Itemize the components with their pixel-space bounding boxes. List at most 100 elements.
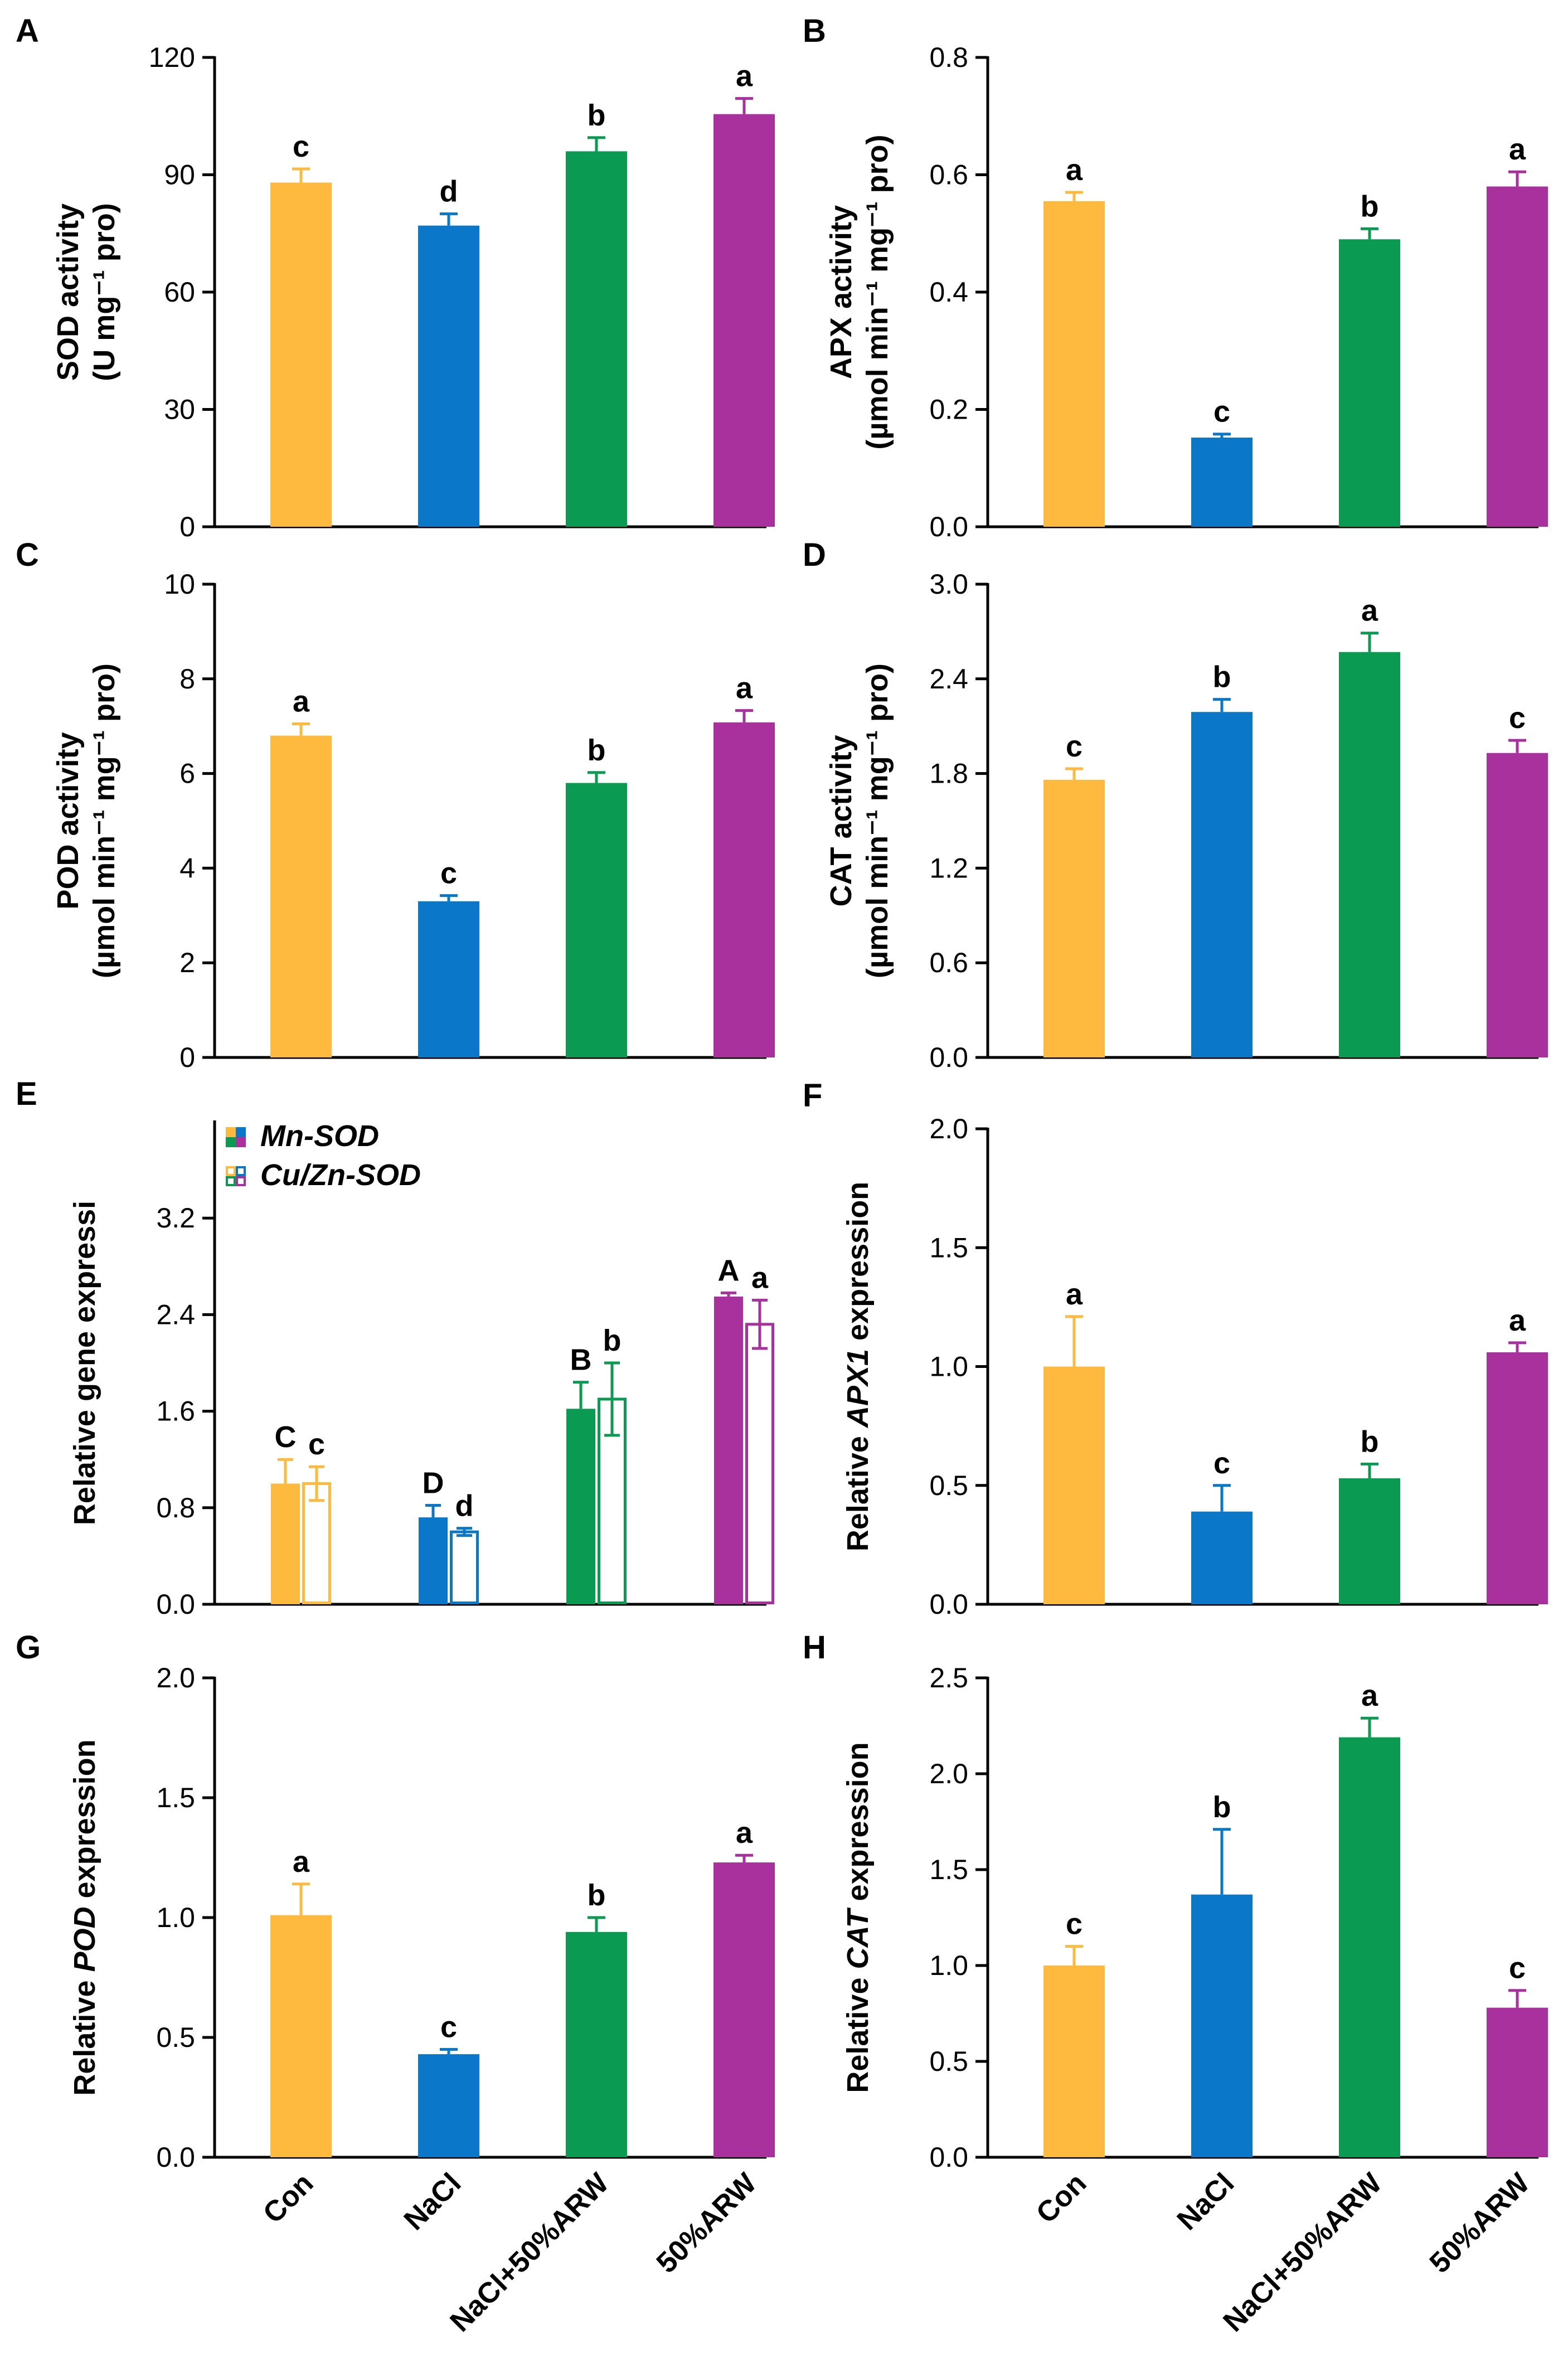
panel-letter: F — [803, 1078, 822, 1114]
y-tick-label: 0 — [179, 1042, 195, 1073]
panel-letter: A — [16, 13, 39, 49]
bar — [1487, 1352, 1548, 1604]
significance-label: a — [1509, 1304, 1526, 1337]
significance-label: c — [1509, 701, 1526, 735]
y-tick-label: 60 — [164, 276, 195, 308]
significance-label: a — [1066, 1278, 1083, 1311]
y-axis-title-part: expression — [841, 1182, 875, 1349]
significance-label: a — [1509, 133, 1526, 166]
significance-label: A — [718, 1254, 740, 1287]
bar — [745, 1323, 774, 1604]
y-axis-title: Relative POD expression — [68, 1739, 101, 2095]
y-tick-label: 2.0 — [156, 1662, 195, 1693]
y-tick-label: 3.0 — [929, 569, 968, 600]
bar — [1191, 1894, 1253, 2157]
panel-d: D 0.0 0.6 1.2 1.8 2.4 3.0 CAT activity (µmol min… — [803, 537, 1548, 1073]
bar — [270, 182, 332, 527]
legend-swatch — [236, 1176, 246, 1186]
bar — [1487, 186, 1548, 527]
bar — [1191, 438, 1253, 527]
y-tick-label: 2.0 — [929, 1113, 968, 1144]
y-tick-label: 30 — [164, 394, 195, 425]
bar — [270, 735, 332, 1057]
y-tick-label: 1.8 — [929, 758, 968, 789]
bar — [450, 1530, 479, 1605]
bar — [270, 1915, 332, 2157]
legend-swatch — [236, 1127, 246, 1137]
legend-swatch — [226, 1137, 236, 1147]
panel-letter: D — [803, 537, 826, 573]
legend-swatch — [236, 1166, 246, 1176]
y-axis-title-part: Relative — [841, 1428, 875, 1551]
bar — [1043, 201, 1105, 527]
bar — [714, 1296, 743, 1604]
y-axis-title: Relative CAT expression — [841, 1742, 875, 2093]
y-tick-label: 0.5 — [929, 2046, 968, 2077]
y-tick-label: 2.4 — [156, 1299, 195, 1330]
y-axis-title: POD activity — [51, 732, 85, 909]
panel-f: F 0.0 0.5 1.0 1.5 2.0 Relative APX1 expression… — [803, 1078, 1548, 1620]
bar — [1043, 779, 1105, 1057]
bar — [566, 151, 627, 527]
panel-letter: H — [803, 1629, 826, 1666]
significance-label: b — [588, 99, 606, 132]
y-tick-label: 0.0 — [156, 1589, 195, 1620]
bar — [1339, 1478, 1400, 1604]
y-tick-label: 0.8 — [929, 42, 968, 73]
y-tick-label: 0.8 — [156, 1492, 195, 1523]
significance-label: b — [588, 1879, 606, 1912]
panel-letter: G — [16, 1629, 41, 1666]
y-axis-title: (µmol min⁻¹ mg⁻¹ pro) — [88, 663, 121, 978]
y-tick-label: 2.4 — [929, 663, 968, 695]
y-tick-label: 1.0 — [929, 1351, 968, 1382]
bar — [418, 225, 479, 527]
bar — [418, 901, 479, 1057]
significance-label: b — [1361, 190, 1379, 223]
y-tick-label: 0.0 — [929, 1589, 968, 1620]
y-axis-title: APX activity — [824, 205, 858, 379]
y-axis-title: Relative APX1 expression — [841, 1182, 875, 1551]
significance-label: c — [1213, 395, 1230, 429]
y-tick-label: 0.0 — [929, 1042, 968, 1073]
bar — [566, 1409, 595, 1604]
legend-swatch — [236, 1137, 246, 1147]
x-tick-label: Con — [1030, 2167, 1093, 2229]
y-tick-label: 0 — [179, 511, 195, 542]
y-axis-title-part: Relative — [68, 1972, 101, 2096]
significance-label: B — [570, 1343, 592, 1377]
significance-label: c — [1066, 730, 1082, 763]
y-tick-label: 3.2 — [156, 1202, 195, 1234]
significance-label: c — [1509, 1952, 1526, 1985]
bar — [418, 2054, 479, 2157]
bar — [271, 1483, 300, 1604]
bar — [419, 1517, 448, 1604]
significance-label: d — [455, 1489, 474, 1523]
y-tick-label: 0.0 — [929, 2142, 968, 2173]
significance-label: b — [603, 1324, 622, 1357]
panel-h: H 0.0 0.5 1.0 1.5 2.0 2.5 Relative CAT expressi… — [803, 1629, 1548, 2338]
panel-c: C 0 2 4 6 8 10 POD activity (µmol min⁻¹ mg⁻¹ pro… — [16, 537, 775, 1073]
significance-label: a — [1361, 594, 1378, 628]
y-tick-label: 1.0 — [929, 1950, 968, 1981]
y-tick-label: 1.5 — [156, 1782, 195, 1813]
significance-label: b — [1361, 1425, 1379, 1458]
legend-item: Cu/Zn-SOD — [226, 1158, 421, 1192]
y-tick-label: 4 — [179, 852, 195, 884]
panel-letter: B — [803, 13, 826, 49]
y-tick-label: 1.0 — [156, 1902, 195, 1933]
x-tick-label: 50%ARW — [650, 2167, 763, 2279]
panel-a: A 0 30 60 90 120 SOD activity (U mg⁻¹ pro) c d b a — [16, 13, 775, 542]
y-tick-label: 2 — [179, 947, 195, 978]
significance-label: c — [293, 130, 309, 163]
y-tick-label: 0.0 — [156, 2142, 195, 2173]
y-axis-title: Relative gene expressi — [68, 1201, 101, 1525]
significance-label: c — [1213, 1447, 1230, 1480]
y-axis-title: (µmol min⁻¹ mg⁻¹ pro) — [861, 663, 894, 978]
y-axis-title-part: expression — [841, 1742, 875, 1909]
significance-label: b — [588, 734, 606, 767]
significance-label: a — [736, 1816, 753, 1850]
y-axis-title: SOD activity — [51, 203, 85, 381]
y-axis-title: (µmol min⁻¹ mg⁻¹ pro) — [861, 134, 894, 449]
bar — [302, 1482, 331, 1604]
y-tick-label: 0.4 — [929, 276, 968, 308]
